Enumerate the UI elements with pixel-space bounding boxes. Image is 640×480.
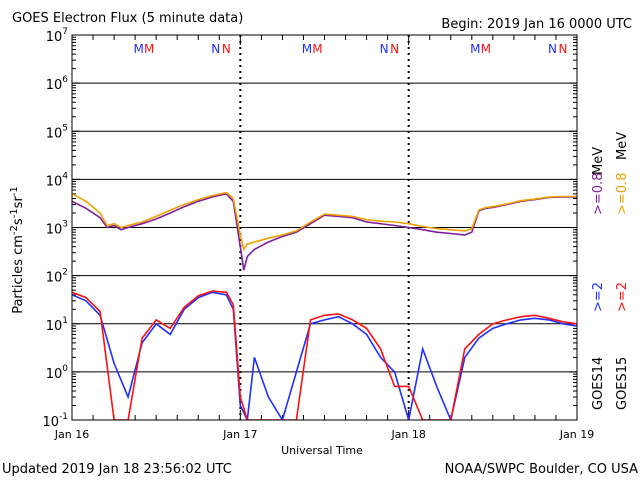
y-tick-label: 10-1: [42, 412, 68, 430]
event-marker: M: [481, 42, 491, 56]
legend-entry: >=2: [615, 282, 630, 312]
legend-entry: >=0.8: [615, 173, 630, 215]
x-tick-label: Jan 19: [559, 428, 594, 441]
y-tick-label: 100: [46, 364, 69, 382]
y-tick-label: 102: [46, 268, 68, 286]
series-lines: [72, 191, 577, 420]
event-marker: M: [470, 42, 480, 56]
x-tick-label: Jan 17: [222, 428, 257, 441]
event-marker: N: [548, 42, 557, 56]
event-marker: N: [380, 42, 389, 56]
y-tick-label: 103: [46, 220, 68, 238]
legend-entry: MeV: [591, 147, 606, 175]
y-tick-label: 104: [46, 171, 69, 189]
event-marker: N: [211, 42, 220, 56]
x-tick-label: Jan 18: [390, 428, 425, 441]
y-tick-label: 106: [46, 75, 69, 93]
series-line: [72, 191, 577, 252]
begin-date: Begin: 2019 Jan 16 0000 UTC: [441, 17, 632, 32]
event-marker: N: [222, 42, 231, 56]
updated-timestamp: Updated 2019 Jan 18 23:56:02 UTC: [2, 462, 232, 477]
event-marker: M: [302, 42, 312, 56]
y-tick-label: 105: [46, 123, 68, 141]
y-axis-ticks: 107 106 105 104 103 102 101 100 10-1: [42, 27, 577, 430]
x-tick-label: Jan 16: [54, 428, 89, 441]
legend-entry: >=2: [591, 282, 606, 312]
plot-frame: [71, 34, 578, 421]
x-axis-label: Universal Time: [281, 444, 363, 457]
credit: NOAA/SWPC Boulder, CO USA: [445, 462, 638, 477]
legend-entry: MeV: [615, 132, 630, 160]
plot-grid: [72, 34, 577, 421]
event-marker: M: [133, 42, 143, 56]
legend-entry: >=0.8: [591, 173, 606, 215]
y-axis-label: Particles cm-2s-1sr-1: [9, 186, 26, 314]
event-marker: M: [144, 42, 154, 56]
y-tick-label: 101: [46, 316, 68, 334]
legend-entry: GOES15: [615, 357, 630, 410]
x-axis-ticks: Jan 16 Jan 17 Jan 18 Jan 19: [54, 35, 594, 441]
plot-border: [71, 34, 578, 421]
chart-title: GOES Electron Flux (5 minute data): [12, 11, 243, 26]
event-marker: N: [558, 42, 567, 56]
series-line: [72, 291, 577, 420]
event-marker: M: [312, 42, 322, 56]
series-line: [72, 290, 577, 420]
legend-entry: GOES14: [591, 357, 606, 410]
y-tick-label: 107: [46, 27, 68, 45]
event-marker: N: [390, 42, 399, 56]
